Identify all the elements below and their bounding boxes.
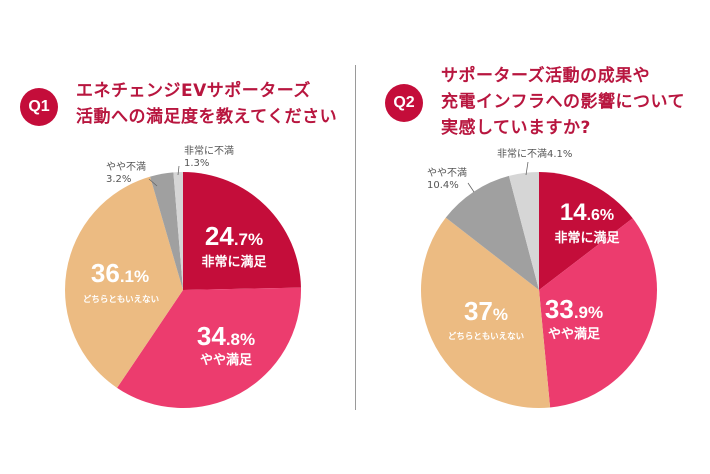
q1-title-line-2: 活動への満足度を教えてください	[76, 107, 338, 127]
q1-label-very-dissatisfied: 非常に不満	[184, 144, 234, 157]
q1-neutral-dec: .1%	[120, 267, 149, 286]
q2-very-satisfied-int: 14	[560, 199, 587, 226]
panel-q1: Q1 エネチェンジEVサポーターズ 活動への満足度を教えてください 24.7% …	[20, 78, 337, 408]
q2-title-line-3: 実感していますか?	[441, 118, 591, 138]
q1-label-neutral-value: 36.1%	[91, 258, 149, 288]
q2-label-neutral: どちらともいえない	[448, 331, 524, 342]
q1-badge: Q1	[20, 88, 58, 126]
q1-label-very-satisfied: 非常に満足	[201, 254, 267, 270]
q2-title: サポーターズ活動の成果や 充電インフラへの影響について 実感していますか?	[441, 63, 685, 141]
q2-very-dissatisfied-value: 4.1%	[547, 149, 572, 160]
q1-slice-very-satisfied	[183, 172, 301, 290]
q2-very-dissatisfied-name: 非常に不満	[497, 147, 547, 160]
q2-pie-chart: 14.6% 非常に満足 33.9% やや満足 37% どちらともいえない やや不…	[420, 147, 658, 409]
q1-very-satisfied-int: 24	[205, 221, 234, 251]
q1-very-satisfied-dec: .7%	[234, 230, 263, 249]
q1-label-somewhat-satisfied-value: 34.8%	[197, 321, 255, 351]
q1-pie-chart: 24.7% 非常に満足 34.8% やや満足 36.1% どちらともいえない や…	[65, 144, 302, 408]
q2-label-very-satisfied: 非常に満足	[554, 230, 620, 246]
q1-leader-line-very-dissatisfied	[177, 165, 180, 176]
q2-slice-very-satisfied	[539, 172, 633, 290]
q1-label-somewhat-dissatisfied: やや不満	[106, 161, 146, 173]
panel-divider	[355, 65, 356, 410]
q1-slice-neutral	[65, 176, 183, 388]
q1-title-line-1: エネチェンジEVサポーターズ	[76, 81, 311, 101]
q2-label-neutral-value: 37%	[464, 296, 508, 326]
q2-label-somewhat-dissatisfied-value: 10.4%	[427, 180, 459, 191]
q2-slice-somewhat-satisfied	[539, 218, 658, 408]
q1-label-very-satisfied-value: 24.7%	[205, 221, 263, 251]
q1-somewhat-satisfied-int: 34	[197, 321, 226, 351]
q2-slice-neutral	[420, 217, 551, 409]
q1-somewhat-satisfied-dec: .8%	[226, 330, 255, 349]
q1-leader-line-somewhat-dissatisfied	[148, 178, 158, 187]
q2-somewhat-satisfied-dec: .9%	[574, 303, 603, 322]
q2-label-somewhat-dissatisfied: やや不満	[427, 167, 467, 179]
q1-title: エネチェンジEVサポーターズ 活動への満足度を教えてください	[76, 78, 337, 130]
q2-neutral-dec: %	[493, 305, 508, 324]
q2-badge: Q2	[385, 84, 423, 122]
q2-label-very-satisfied-value: 14.6%	[560, 199, 614, 226]
panel-q2: Q2 サポーターズ活動の成果や 充電インフラへの影響について 実感していますか?…	[355, 0, 710, 474]
q1-label-somewhat-satisfied: やや満足	[200, 352, 253, 368]
q2-label-very-dissatisfied: 非常に不満4.1%	[497, 147, 572, 160]
q2-leader-line-very-dissatisfied	[525, 161, 529, 176]
q2-title-line-1: サポーターズ活動の成果や	[441, 66, 651, 86]
q2-label-somewhat-satisfied-value: 33.9%	[545, 294, 603, 324]
q1-slice-somewhat-dissatisfied	[150, 172, 183, 290]
q1-label-somewhat-dissatisfied-value: 3.2%	[106, 174, 131, 185]
q1-slice-very-dissatisfied	[173, 171, 183, 290]
q2-slice-somewhat-dissatisfied	[445, 175, 539, 290]
q2-title-line-2: 充電インフラへの影響について	[441, 92, 685, 112]
q2-label-somewhat-satisfied: やや満足	[548, 326, 601, 342]
q1-neutral-int: 36	[91, 258, 120, 288]
q2-leader-line-somewhat-dissatisfied	[467, 182, 475, 193]
q2-neutral-int: 37	[464, 296, 493, 326]
q2-very-satisfied-dec: .6%	[587, 207, 615, 224]
q1-label-very-dissatisfied-value: 1.3%	[184, 158, 209, 169]
q1-label-neutral: どちらともいえない	[83, 294, 159, 305]
q1-slice-somewhat-satisfied	[117, 287, 302, 408]
q2-somewhat-satisfied-int: 33	[545, 294, 574, 324]
q2-slice-very-dissatisfied	[508, 172, 539, 290]
